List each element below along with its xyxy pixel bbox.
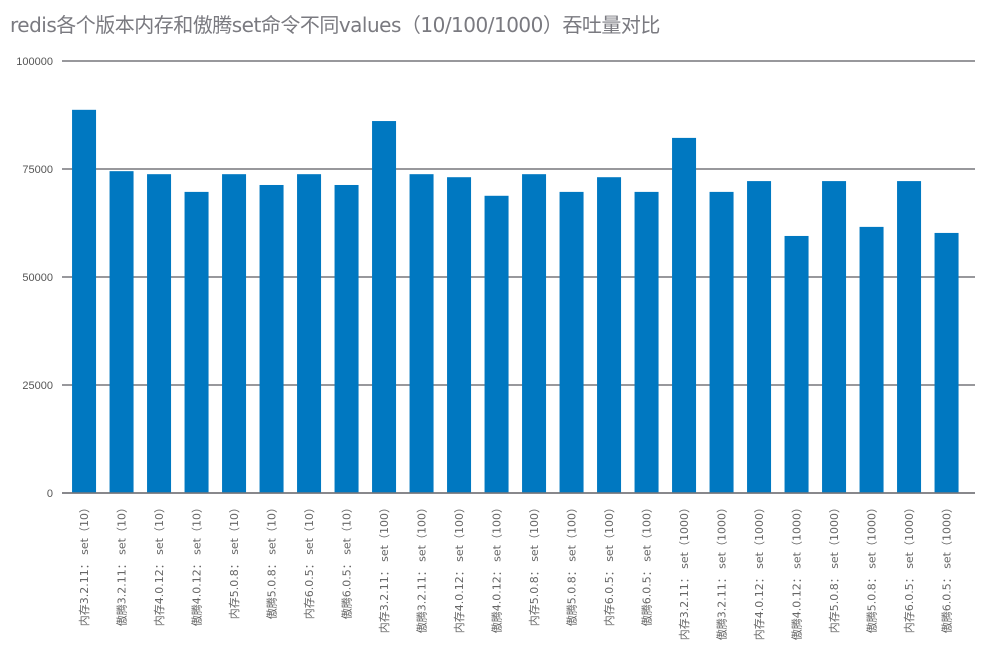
x-tick-label: 内存6.0.5： set（10） — [302, 502, 316, 619]
bar — [372, 121, 397, 493]
x-tick-label: 内存5.0.8： set（10） — [227, 502, 241, 619]
x-tick-label: 内存6.0.5： set（1000） — [902, 502, 916, 633]
bar — [259, 184, 284, 493]
bar — [634, 191, 659, 493]
x-tick-label: 傲腾4.0.12： set（1000） — [790, 502, 804, 640]
bar — [447, 177, 472, 493]
x-tick-label: 内存5.0.8： set（100） — [527, 502, 541, 626]
bar — [409, 174, 434, 493]
y-tick-label: 25000 — [22, 380, 53, 392]
x-tick-label: 内存4.0.12： set（1000） — [752, 502, 766, 640]
x-tick-label: 内存4.0.12： set（100） — [452, 502, 466, 633]
bar — [709, 191, 734, 493]
x-tick-label: 傲腾3.2.11： set（10） — [115, 502, 129, 626]
x-tick-label: 傲腾5.0.8： set（1000） — [865, 502, 879, 633]
x-tick-label: 内存3.2.11： set（10） — [77, 502, 91, 626]
x-tick-label: 傲腾6.0.5： set（100） — [640, 502, 654, 626]
x-tick-label: 傲腾3.2.11： set（100） — [415, 502, 429, 633]
y-tick-label: 50000 — [22, 272, 53, 284]
x-tick-label: 傲腾4.0.12： set（10） — [190, 502, 204, 626]
x-tick-label: 傲腾3.2.11： set（1000） — [715, 502, 729, 640]
x-tick-label: 内存4.0.12： set（10） — [152, 502, 166, 626]
bar — [184, 191, 209, 493]
x-tick-label: 内存3.2.11： set（100） — [377, 502, 391, 633]
bar — [484, 195, 509, 493]
bar — [334, 184, 359, 493]
bar — [147, 174, 172, 493]
x-tick-label: 傲腾5.0.8： set（10） — [265, 502, 279, 619]
x-tick-label: 内存5.0.8： set（1000） — [827, 502, 841, 633]
bar — [822, 181, 847, 493]
bar — [559, 191, 584, 493]
x-tick-label: 内存3.2.11： set（1000） — [677, 502, 691, 640]
x-tick-label: 傲腾6.0.5： set（10） — [340, 502, 354, 619]
y-tick-label: 0 — [47, 488, 53, 500]
bar — [897, 181, 922, 493]
bar — [934, 232, 959, 493]
bar — [747, 181, 772, 493]
bar — [109, 171, 134, 493]
x-tick-label: 内存6.0.5： set（100） — [602, 502, 616, 626]
bar — [597, 177, 622, 493]
x-tick-label: 傲腾5.0.8： set（100） — [565, 502, 579, 626]
bar — [72, 109, 97, 493]
bar — [672, 137, 697, 493]
y-tick-label: 100000 — [16, 56, 53, 68]
y-tick-label: 75000 — [22, 164, 53, 176]
chart-title: redis各个版本内存和傲腾set命令不同values（10/100/1000）… — [10, 13, 660, 37]
bar — [522, 174, 547, 493]
bar — [784, 235, 809, 493]
bar — [222, 174, 247, 493]
x-tick-label: 傲腾6.0.5： set（1000） — [940, 502, 954, 633]
x-tick-label: 傲腾4.0.12： set（100） — [490, 502, 504, 633]
bar — [297, 174, 322, 493]
bar — [859, 226, 884, 493]
